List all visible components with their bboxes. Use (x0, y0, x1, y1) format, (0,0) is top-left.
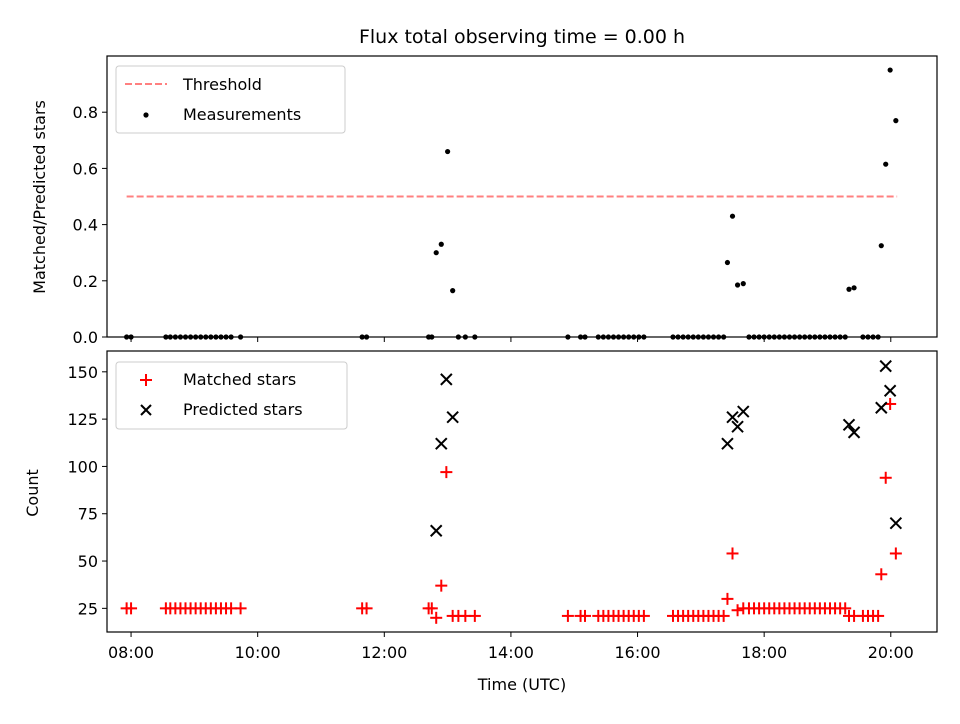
y-tick-label: 150 (67, 363, 98, 382)
measurements-point (851, 285, 857, 291)
ratio-legend-box (115, 65, 346, 134)
x-tick-label: 08:00 (108, 643, 154, 662)
y-tick-label: 0.8 (73, 103, 98, 122)
y-tick-label: 125 (67, 410, 98, 429)
x-tick-label: 20:00 (868, 643, 914, 662)
matched-stars-point (875, 568, 888, 581)
predicted-stars-point (440, 373, 453, 386)
measurements-point (883, 161, 889, 167)
matched-stars-point (637, 609, 650, 622)
predicted-stars-point (875, 401, 888, 414)
chart-title: Flux total observing time = 0.00 h (359, 26, 685, 48)
y-tick-label: 25 (78, 599, 98, 618)
predicted-stars-point (435, 437, 448, 450)
measurements-point (724, 259, 731, 266)
predicted-stars-point (726, 411, 739, 424)
ratio-panel-frame (106, 55, 938, 338)
measurements-point (729, 213, 736, 219)
count-panel: 08:00 10:00 12:00 14:00 16:00 18:00 20:00 25 50 7… (23, 350, 938, 662)
predicted-stars-point (879, 359, 892, 373)
x-tick-label: 10:00 (235, 643, 281, 662)
predicted-legend-swatch (140, 404, 152, 416)
predicted-stars-point (883, 384, 897, 397)
matched-stars-point (717, 609, 730, 622)
threshold-legend-label: Threshold (182, 75, 262, 94)
matched-stars-point (872, 609, 885, 622)
predicted-stars-point (731, 420, 744, 433)
measurements-point (438, 241, 444, 247)
matched-stars-point (430, 611, 443, 624)
measurements-point (887, 67, 893, 73)
x-tick-label: 12:00 (361, 643, 407, 662)
matched-stars-point (561, 609, 574, 622)
y-tick-label: 0.0 (73, 328, 98, 347)
y-tick-label: 100 (67, 457, 98, 476)
count-panel-legend: Matched stars Predicted stars (115, 361, 348, 430)
predicted-stars-point (446, 411, 459, 424)
measurements-point (846, 286, 852, 292)
ratio-panel-axes: 0.0 0.2 0.4 0.6 0.8 (73, 103, 892, 347)
predicted-stars-point (721, 437, 734, 450)
predicted-legend-label: Predicted stars (183, 400, 303, 419)
measurements-point (734, 282, 741, 288)
predicted-stars-point (842, 418, 856, 432)
measurements-point (878, 243, 884, 249)
matched-stars-point (726, 547, 739, 560)
measurements-point (893, 118, 899, 124)
measurements-legend-swatch (143, 112, 149, 118)
matched-stars-point (435, 579, 448, 592)
ratio-panel-legend: Threshold Measurements (115, 65, 346, 134)
matched-stars-point (578, 609, 591, 622)
matched-stars-point (879, 471, 892, 484)
measurements-point (740, 281, 746, 287)
matched-stars-point (425, 602, 438, 615)
matched-stars-point (125, 602, 138, 615)
predicted-stars-point (847, 426, 861, 439)
measurements-point (433, 250, 439, 256)
y-tick-label: 0.6 (73, 159, 98, 178)
x-axis-label: Time (UTC) (477, 675, 566, 694)
matched-stars-point (839, 602, 852, 615)
predicted-stars-point (737, 405, 750, 418)
y-tick-label: 50 (78, 552, 98, 571)
matched-stars-point (360, 602, 373, 615)
x-tick-label: 16:00 (614, 643, 660, 662)
x-tick-label: 14:00 (488, 643, 534, 662)
ratio-panel-ylabel: Matched/Predicted stars (30, 100, 49, 294)
count-panel-ylabel: Count (23, 469, 42, 517)
matched-stars-point (234, 602, 247, 615)
measurements-point (445, 148, 451, 155)
count-panel-frame (106, 350, 938, 633)
count-panel-marks (120, 359, 903, 624)
matched-stars-point (721, 592, 734, 605)
matched-legend-label: Matched stars (183, 370, 296, 389)
y-tick-label: 0.2 (73, 272, 98, 291)
predicted-stars-point (430, 524, 443, 537)
matched-stars-point (440, 466, 453, 479)
x-tick-label: 18:00 (741, 643, 787, 662)
y-tick-label: 75 (78, 505, 98, 524)
count-legend-box (115, 361, 348, 430)
y-tick-label: 0.4 (73, 216, 98, 235)
measurements-point (450, 288, 456, 294)
count-panel-axes: 08:00 10:00 12:00 14:00 16:00 18:00 20:00 25 50 7… (67, 363, 913, 662)
matched-legend-swatch (140, 374, 152, 386)
measurements-legend-label: Measurements (183, 105, 301, 124)
predicted-stars-point (889, 516, 903, 530)
matched-stars-point (731, 604, 744, 617)
matched-stars-point (468, 609, 481, 622)
ratio-panel: 0.00.20.40.60.8 Matched/Predicted stars … (30, 55, 938, 347)
matched-stars-point (889, 547, 902, 560)
